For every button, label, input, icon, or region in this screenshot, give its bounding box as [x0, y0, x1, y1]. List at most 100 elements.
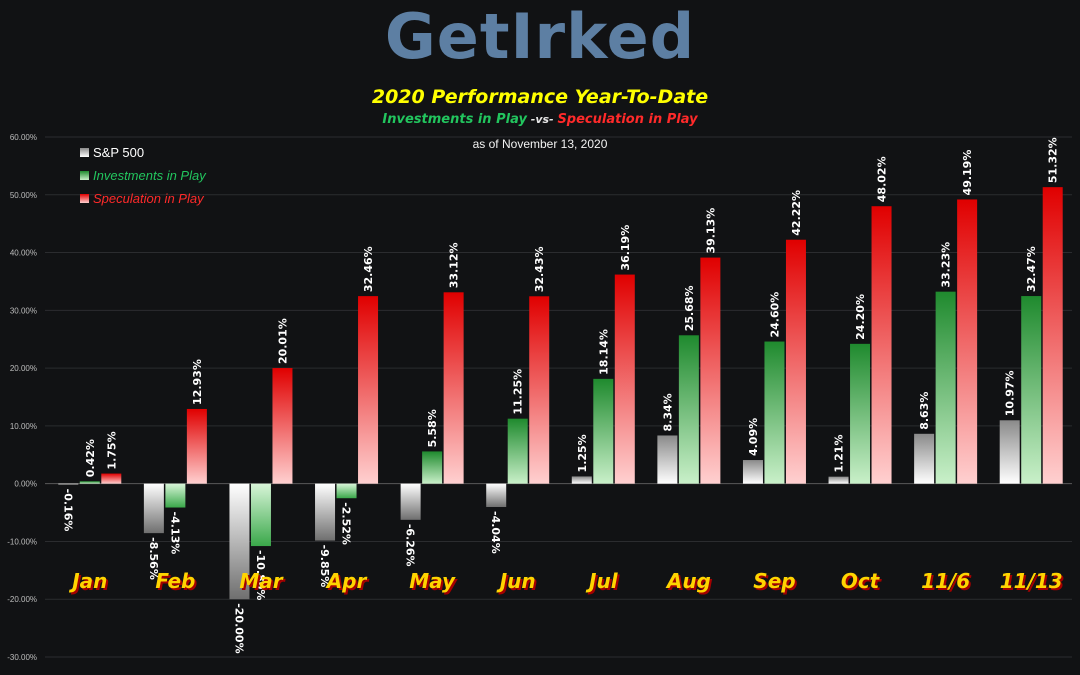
bar-sp500	[828, 476, 849, 484]
bar-sp500	[400, 483, 421, 520]
data-label: 32.46%	[362, 246, 375, 292]
chart-title: 2020 Performance Year-To-Date	[371, 86, 709, 108]
bar-investments	[764, 341, 785, 484]
data-label: 24.20%	[854, 294, 867, 340]
bar-speculation	[272, 368, 293, 484]
data-label: 0.42%	[84, 439, 97, 477]
y-tick-label: 30.00%	[10, 306, 37, 315]
category-label: Apr	[325, 569, 368, 593]
category-label-shadow: May	[411, 571, 458, 595]
bar-speculation	[700, 257, 721, 484]
bar-speculation	[101, 473, 122, 484]
y-tick-label: -30.00%	[7, 653, 37, 662]
data-label: 49.19%	[961, 150, 974, 196]
y-tick-label: -10.00%	[7, 537, 37, 546]
data-label: 33.23%	[940, 242, 953, 288]
legend-label: S&P 500	[93, 145, 144, 160]
logo-text: GetIrked	[384, 0, 696, 73]
bar-speculation	[957, 199, 978, 484]
legend-swatch	[80, 148, 89, 157]
bar-sp500	[486, 483, 507, 508]
legend-swatch	[80, 194, 89, 203]
subtitle-investments: Investments in Play	[382, 112, 527, 127]
data-label: 18.14%	[597, 329, 610, 375]
category-label: Jun	[496, 569, 536, 593]
category-label: 11/13	[1000, 569, 1063, 593]
data-label: 10.97%	[1004, 370, 1017, 416]
category-label-shadow: Sep	[755, 571, 797, 595]
bar-investments	[507, 418, 528, 484]
legend-label: Speculation in Play	[93, 191, 205, 206]
bar-sp500	[999, 420, 1020, 484]
bar-investments	[250, 483, 271, 547]
subtitle-speculation: Speculation in Play	[557, 112, 698, 127]
category-label-shadow: Oct	[843, 571, 883, 595]
bar-sp500	[315, 483, 336, 541]
data-label: 5.58%	[426, 409, 439, 447]
bar-speculation	[358, 296, 379, 484]
chart-subtitle: Investments in Play -vs- Speculation in …	[0, 112, 1080, 127]
y-tick-label: 50.00%	[10, 191, 37, 200]
data-label: 20.01%	[276, 318, 289, 364]
data-label: -4.13%	[168, 512, 181, 555]
data-label: -10.80%	[254, 550, 267, 600]
data-label: 11.25%	[512, 369, 525, 415]
bar-sp500	[571, 476, 592, 484]
bar-investments	[336, 483, 357, 499]
bar-speculation	[871, 206, 892, 484]
category-label-shadow: 11/6	[923, 571, 972, 595]
bar-sp500	[914, 433, 935, 484]
category-label: Jan	[68, 569, 107, 593]
bar-speculation	[186, 408, 207, 484]
data-label: 36.19%	[619, 225, 632, 271]
data-label: 25.68%	[683, 285, 696, 331]
y-tick-label: -20.00%	[7, 595, 37, 604]
data-label: 1.21%	[833, 435, 846, 473]
data-label: 32.43%	[533, 246, 546, 292]
data-label: -2.52%	[340, 502, 353, 545]
y-tick-label: 20.00%	[10, 364, 37, 373]
data-label: 12.93%	[191, 359, 204, 405]
category-label-shadow: Jul	[587, 571, 621, 595]
bar-speculation	[529, 296, 550, 484]
bar-investments	[1021, 296, 1042, 484]
legend-swatch	[80, 171, 89, 180]
bar-speculation	[443, 292, 464, 484]
y-tick-label: 0.00%	[14, 480, 37, 489]
data-label: 48.02%	[876, 156, 889, 202]
bar-investments	[935, 291, 956, 484]
data-label: -9.85%	[318, 545, 331, 588]
bar-investments	[165, 483, 186, 508]
subtitle-vs: -vs-	[526, 113, 558, 126]
data-label: 1.25%	[576, 434, 589, 472]
category-label: Feb	[155, 569, 195, 593]
bar-investments	[678, 335, 699, 484]
category-label-shadow: Jun	[498, 571, 538, 595]
y-tick-label: 40.00%	[10, 249, 37, 258]
data-label: -8.56%	[147, 537, 160, 580]
category-label: Oct	[841, 569, 881, 593]
data-label: -20.00%	[232, 603, 245, 653]
bar-investments	[850, 343, 871, 484]
data-label: 32.47%	[1025, 246, 1038, 292]
category-label: Jul	[585, 569, 619, 593]
category-label-shadow: Mar	[241, 571, 285, 595]
data-label: 39.13%	[704, 208, 717, 254]
bar-sp500	[742, 460, 763, 484]
y-tick-label: 60.00%	[10, 133, 37, 142]
bar-speculation	[614, 274, 635, 484]
category-label: Mar	[239, 569, 283, 593]
data-label: 33.12%	[448, 242, 461, 288]
bar-sp500	[229, 483, 250, 600]
category-label-shadow: Jan	[70, 571, 109, 595]
category-label-shadow: Apr	[327, 571, 370, 595]
bar-speculation	[785, 239, 806, 484]
data-label: 42.22%	[790, 190, 803, 236]
data-label: 8.34%	[661, 393, 674, 431]
category-label-shadow: Feb	[157, 571, 197, 595]
category-label: Sep	[753, 569, 795, 593]
bar-sp500	[143, 483, 164, 534]
getirked-logo: GetIrked	[0, 6, 1080, 68]
